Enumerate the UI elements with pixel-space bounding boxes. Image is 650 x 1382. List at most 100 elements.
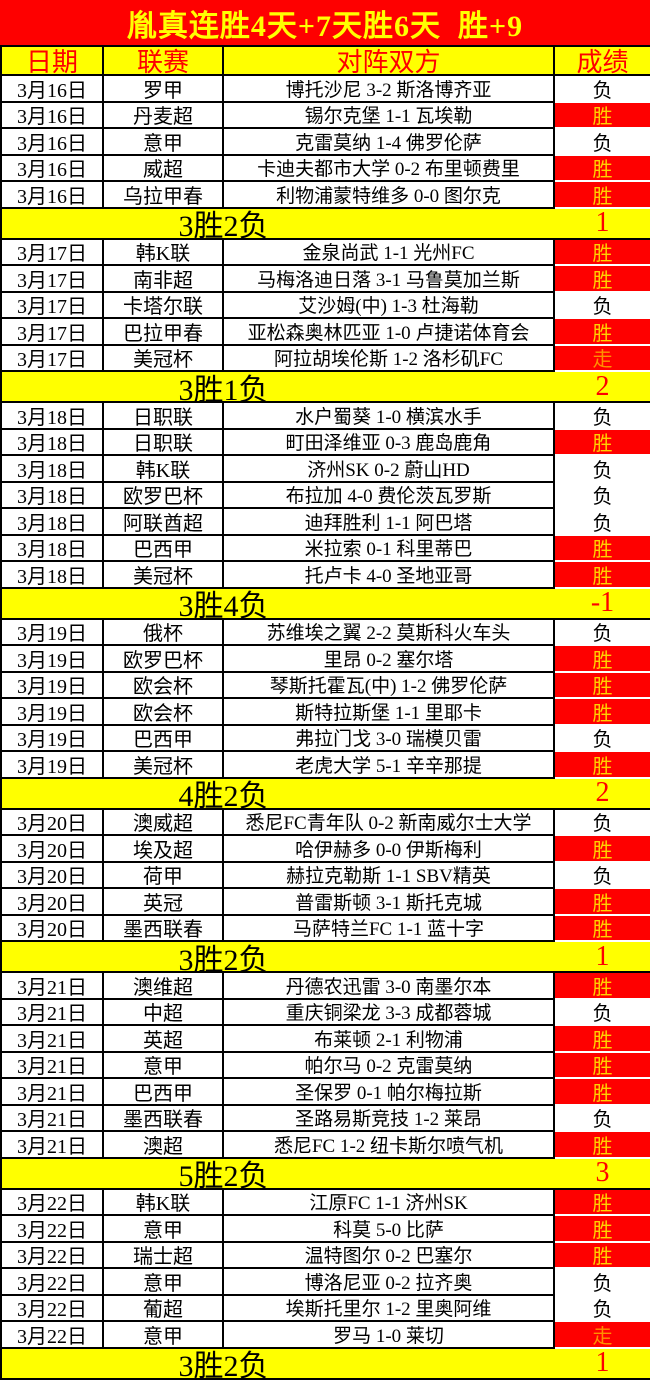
result-cell: 走 xyxy=(555,345,650,372)
match-cell: 迪拜胜利 1-1 阿巴塔 xyxy=(224,509,555,536)
date-cell: 3月16日 xyxy=(0,182,104,209)
summary-score: 2 xyxy=(555,778,650,810)
league-cell: 意甲 xyxy=(104,1322,224,1349)
result-cell: 胜 xyxy=(555,646,650,673)
date-cell: 3月18日 xyxy=(0,562,104,589)
match-cell: 阿拉胡埃伦斯 1-2 洛杉矶FC xyxy=(224,345,555,372)
summary-label: 5胜2负 xyxy=(0,1158,555,1190)
summary-label: 3胜4负 xyxy=(0,588,555,620)
league-cell: 美冠杯 xyxy=(104,752,224,779)
date-cell: 3月20日 xyxy=(0,915,104,942)
league-cell: 墨西联春 xyxy=(104,915,224,942)
match-cell: 悉尼FC 1-2 纽卡斯尔喷气机 xyxy=(224,1132,555,1159)
date-cell: 3月21日 xyxy=(0,1052,104,1079)
league-cell: 韩K联 xyxy=(104,456,224,483)
result-cell: 胜 xyxy=(555,699,650,726)
summary-score: 2 xyxy=(555,372,650,403)
summary-row: 5胜2负 3 xyxy=(0,1158,650,1190)
table-row: 3月17日 巴拉甲春 亚松森奥林匹亚 1-0 卢捷诺体育会胜 xyxy=(0,319,650,346)
league-cell: 墨西联春 xyxy=(104,1105,224,1132)
match-cell: 米拉索 0-1 科里蒂巴 xyxy=(224,535,555,562)
summary-label: 3胜2负 xyxy=(0,208,555,240)
date-cell: 3月19日 xyxy=(0,752,104,779)
table-row: 3月21日 巴西甲 圣保罗 0-1 帕尔梅拉斯胜 xyxy=(0,1079,650,1106)
result-cell: 胜 xyxy=(555,1189,650,1216)
match-cell: 老虎大学 5-1 辛辛那提 xyxy=(224,752,555,779)
table-row: 3月22日 葡超 埃斯托里尔 1-2 里奥阿维负 xyxy=(0,1295,650,1322)
table-row: 3月18日 日职联 町田泽维亚 0-3 鹿岛鹿角胜 xyxy=(0,429,650,456)
date-cell: 3月22日 xyxy=(0,1216,104,1243)
result-cell: 胜 xyxy=(555,1242,650,1269)
match-cell: 里昂 0-2 塞尔塔 xyxy=(224,646,555,673)
match-cell: 布拉加 4-0 费伦茨瓦罗斯 xyxy=(224,482,555,509)
result-cell: 胜 xyxy=(555,102,650,129)
league-cell: 美冠杯 xyxy=(104,345,224,372)
result-cell: 胜 xyxy=(555,672,650,699)
summary-row: 3胜1负 2 xyxy=(0,372,650,403)
match-cell: 金泉尚武 1-1 光州FC xyxy=(224,239,555,266)
league-cell: 巴西甲 xyxy=(104,725,224,752)
table-row: 3月19日 俄杯 苏维埃之翼 2-2 莫斯科火车头负 xyxy=(0,619,650,646)
league-cell: 澳超 xyxy=(104,1132,224,1159)
league-cell: 葡超 xyxy=(104,1295,224,1322)
date-cell: 3月20日 xyxy=(0,836,104,863)
result-cell: 胜 xyxy=(555,1216,650,1243)
result-cell: 负 xyxy=(555,509,650,536)
date-cell: 3月16日 xyxy=(0,155,104,182)
league-cell: 威超 xyxy=(104,155,224,182)
summary-row: 4胜2负 2 xyxy=(0,778,650,810)
league-cell: 日职联 xyxy=(104,403,224,430)
summary-label: 3胜1负 xyxy=(0,372,555,403)
result-cell: 负 xyxy=(555,1269,650,1296)
result-cell: 负 xyxy=(555,292,650,319)
summary-score: 1 xyxy=(555,1348,650,1380)
date-cell: 3月18日 xyxy=(0,403,104,430)
date-cell: 3月19日 xyxy=(0,672,104,699)
league-cell: 巴西甲 xyxy=(104,1079,224,1106)
result-cell: 走 xyxy=(555,1322,650,1349)
result-cell: 胜 xyxy=(555,973,650,1000)
date-cell: 3月18日 xyxy=(0,509,104,536)
date-cell: 3月22日 xyxy=(0,1322,104,1349)
table-row: 3月18日 欧罗巴杯 布拉加 4-0 费伦茨瓦罗斯负 xyxy=(0,482,650,509)
table-row: 3月19日 巴西甲 弗拉门戈 3-0 瑞模贝雷负 xyxy=(0,725,650,752)
match-cell: 帕尔马 0-2 克雷莫纳 xyxy=(224,1052,555,1079)
date-cell: 3月17日 xyxy=(0,345,104,372)
table-row: 3月22日 意甲 罗马 1-0 莱切走 xyxy=(0,1322,650,1349)
league-cell: 欧会杯 xyxy=(104,699,224,726)
match-cell: 利物浦蒙特维多 0-0 图尔克 xyxy=(224,182,555,209)
table-row: 3月16日 丹麦超 锡尔克堡 1-1 瓦埃勒胜 xyxy=(0,102,650,129)
result-cell: 胜 xyxy=(555,1052,650,1079)
match-cell: 埃斯托里尔 1-2 里奥阿维 xyxy=(224,1295,555,1322)
table-row: 3月16日 意甲 克雷莫纳 1-4 佛罗伦萨负 xyxy=(0,129,650,156)
table-row: 3月16日 威超 卡迪夫都市大学 0-2 布里顿费里胜 xyxy=(0,155,650,182)
match-cell: 重庆铜梁龙 3-3 成都蓉城 xyxy=(224,999,555,1026)
match-cell: 科莫 5-0 比萨 xyxy=(224,1216,555,1243)
date-cell: 3月21日 xyxy=(0,999,104,1026)
summary-row: 3胜4负 -1 xyxy=(0,588,650,620)
league-cell: 韩K联 xyxy=(104,239,224,266)
match-cell: 马梅洛迪日落 3-1 马鲁莫加兰斯 xyxy=(224,266,555,293)
table-row: 3月20日 墨西联春 马萨特兰FC 1-1 蓝十字胜 xyxy=(0,915,650,942)
league-cell: 美冠杯 xyxy=(104,562,224,589)
match-cell: 温特图尔 0-2 巴塞尔 xyxy=(224,1242,555,1269)
summary-label: 4胜2负 xyxy=(0,778,555,810)
summary-score: -1 xyxy=(555,588,650,620)
league-cell: 意甲 xyxy=(104,1216,224,1243)
result-cell: 负 xyxy=(555,809,650,836)
date-cell: 3月19日 xyxy=(0,699,104,726)
match-cell: 博洛尼亚 0-2 拉齐奥 xyxy=(224,1269,555,1296)
date-cell: 3月19日 xyxy=(0,619,104,646)
table-row: 3月19日 美冠杯 老虎大学 5-1 辛辛那提胜 xyxy=(0,752,650,779)
result-cell: 胜 xyxy=(555,915,650,942)
result-cell: 负 xyxy=(555,1295,650,1322)
league-cell: 南非超 xyxy=(104,266,224,293)
table-row: 3月18日 阿联酋超 迪拜胜利 1-1 阿巴塔负 xyxy=(0,509,650,536)
table-row: 3月20日 澳威超 悉尼FC青年队 0-2 新南威尔士大学负 xyxy=(0,809,650,836)
result-cell: 胜 xyxy=(555,1026,650,1053)
league-cell: 意甲 xyxy=(104,1052,224,1079)
date-cell: 3月16日 xyxy=(0,76,104,103)
date-cell: 3月21日 xyxy=(0,1105,104,1132)
result-cell: 负 xyxy=(555,1105,650,1132)
